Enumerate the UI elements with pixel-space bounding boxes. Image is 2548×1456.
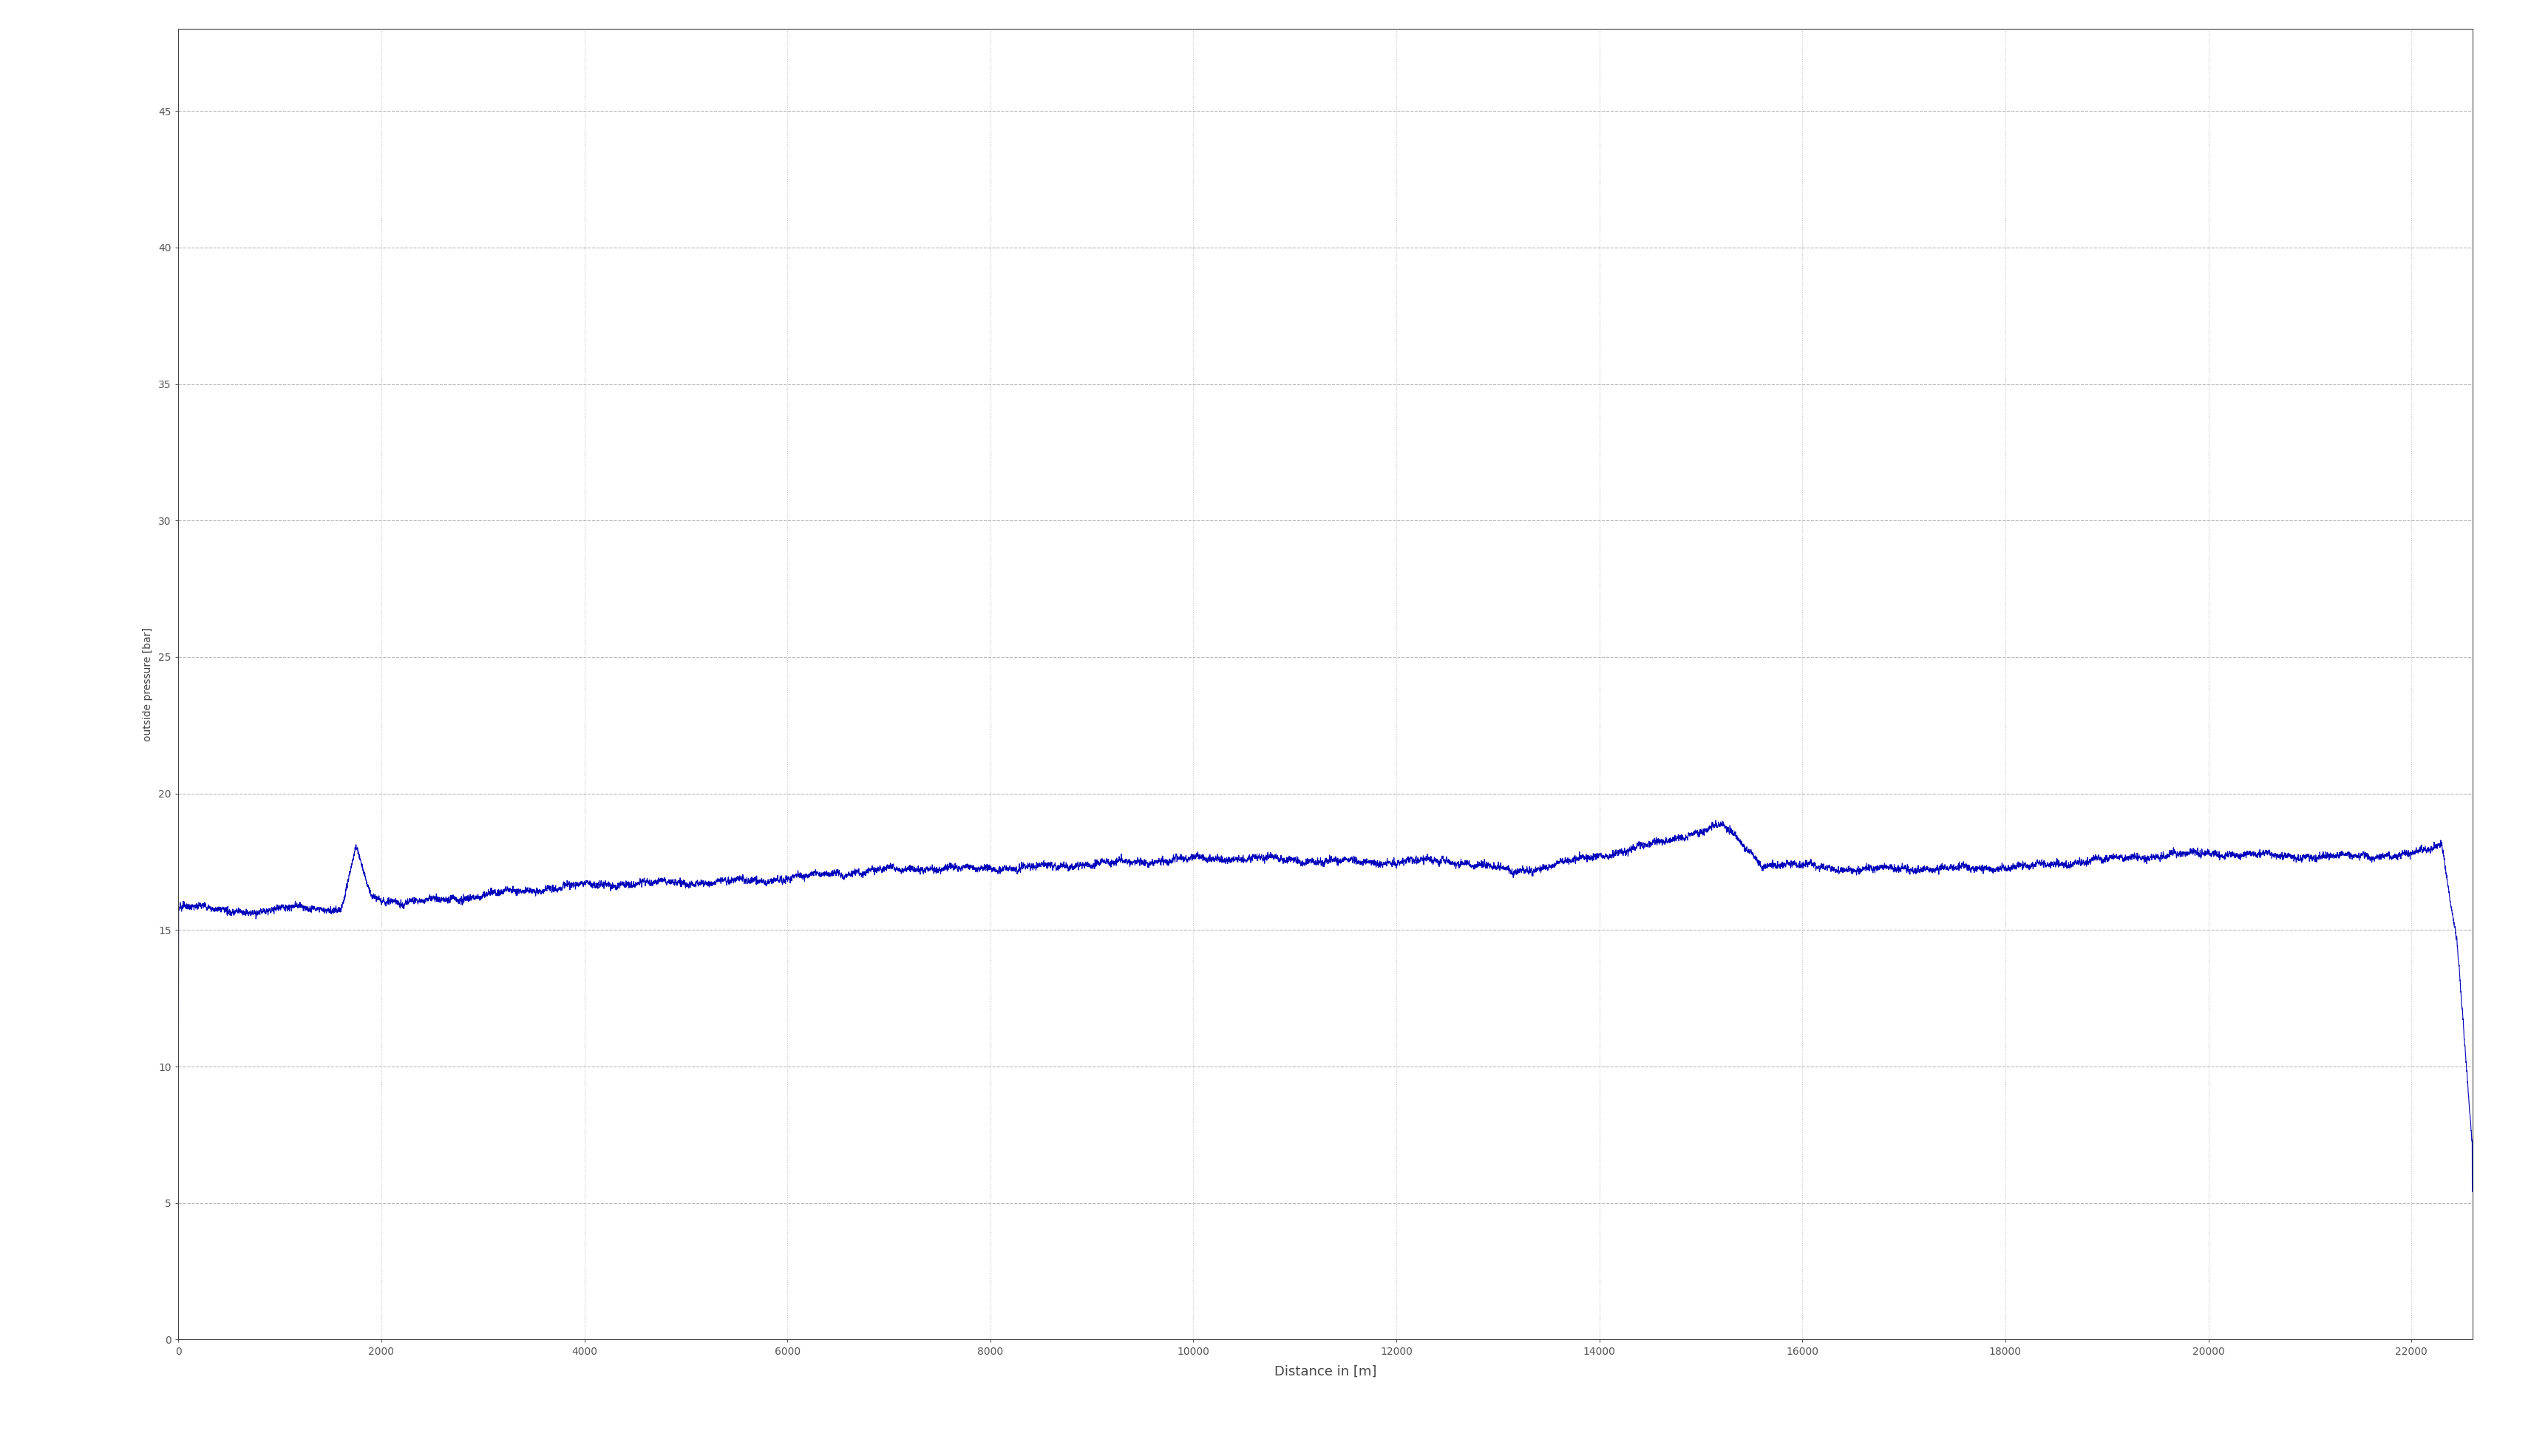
X-axis label: Distance in [m]: Distance in [m] [1274, 1366, 1376, 1379]
Y-axis label: outside pressure [bar]: outside pressure [bar] [143, 628, 153, 741]
